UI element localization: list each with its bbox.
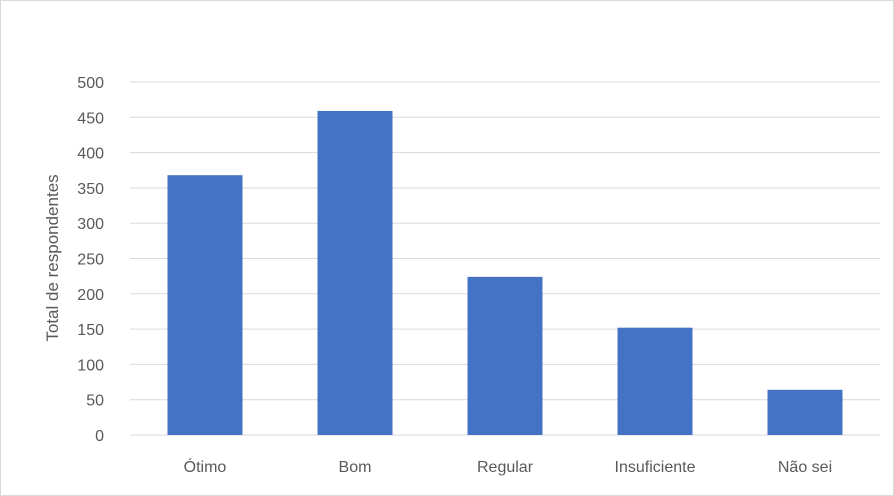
x-tick-label: Bom [339,459,372,476]
y-tick-label: 500 [77,75,104,92]
bar-3 [617,327,693,435]
gridlines [130,81,880,436]
y-axis-ticks: 0 50 100 150 200 250 300 350 400 450 500 [77,75,104,445]
y-axis-title: Total de respondentes [43,174,62,341]
x-tick-label: Ótimo [184,457,227,476]
x-axis-ticks: Ótimo Bom Regular Insuficiente Não sei [184,457,832,476]
bar-4 [767,389,843,435]
bars [167,110,843,436]
x-tick-label: Não sei [778,459,832,476]
y-tick-label: 250 [77,252,104,269]
y-tick-label: 50 [86,393,104,410]
y-tick-label: 200 [77,287,104,304]
y-tick-label: 150 [77,322,104,339]
y-tick-label: 400 [77,146,104,163]
y-tick-label: 0 [95,428,104,445]
y-tick-label: 300 [77,216,104,233]
y-tick-label: 350 [77,181,104,198]
bar-1 [317,110,393,436]
x-tick-label: Regular [477,459,534,476]
x-tick-label: Insuficiente [615,459,696,476]
y-tick-label: 100 [77,357,104,374]
bar-2 [467,276,543,435]
bar-0 [167,175,243,435]
y-tick-label: 450 [77,110,104,127]
